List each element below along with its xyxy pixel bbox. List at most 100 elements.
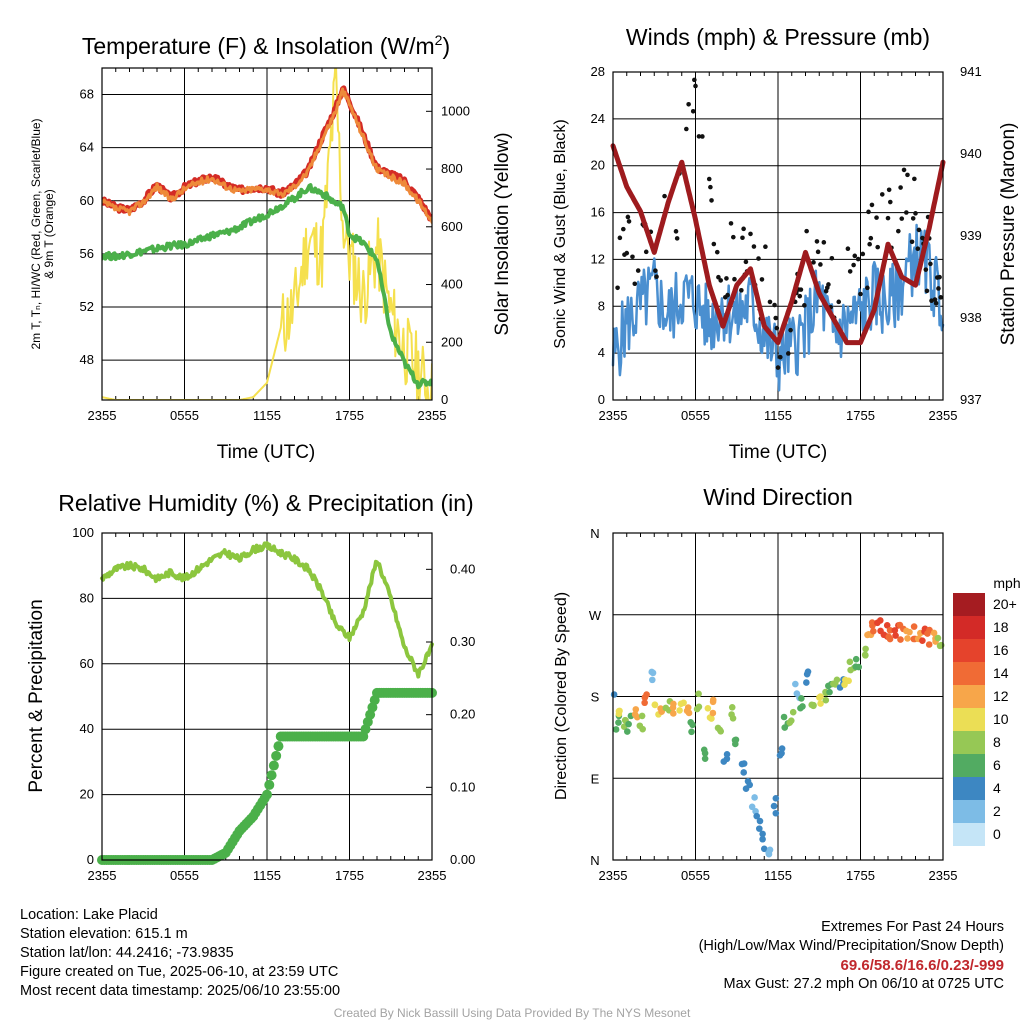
y-tick-label: 20	[591, 158, 605, 173]
gust-point	[909, 239, 915, 245]
extremes-values: 69.6/58.6/16.6/0.23/-999	[840, 957, 1004, 974]
y-tick-label: S	[591, 690, 600, 705]
wind-panel: Winds (mph) & Pressure (mb) 2355 0555 1155…	[552, 24, 1019, 463]
direction-point	[688, 728, 695, 736]
direction-point	[751, 794, 758, 801]
gust-point	[617, 235, 623, 241]
gust-point	[756, 256, 761, 261]
direction-point	[740, 769, 748, 776]
gust-point	[662, 193, 667, 199]
gust-point	[625, 214, 631, 220]
direction-point	[861, 651, 869, 659]
gust-point	[836, 299, 842, 305]
direction-point	[649, 676, 656, 684]
gust-point	[937, 274, 942, 280]
gust-point	[725, 292, 730, 298]
direction-point	[632, 706, 640, 713]
x-tick-label: 0555	[681, 868, 710, 883]
sonic-wind-line	[611, 223, 945, 392]
y-tick-label: 16	[591, 205, 605, 220]
direction-point	[892, 632, 899, 639]
max-gust-text: Max Gust: 27.2 mph On 06/10 at 0725 UTC	[723, 976, 1004, 992]
x-tick-label: 2355	[88, 868, 117, 883]
direction-point	[852, 655, 860, 663]
gust-point	[706, 176, 712, 182]
direction-point	[772, 809, 780, 817]
direction-point	[641, 694, 649, 701]
title-main: Temperature (F) & Insolation (W/m	[82, 33, 435, 59]
x-tick-label: 1155	[253, 868, 281, 883]
direction-point	[826, 688, 833, 696]
gust-point	[867, 241, 872, 247]
gust-point	[615, 285, 620, 291]
y-tick-label: 60	[80, 193, 94, 208]
y-tick-label: N	[590, 526, 599, 541]
gust-point	[814, 239, 820, 244]
y2-tick-label: 1000	[441, 103, 470, 118]
x-tick-label: 0555	[170, 408, 199, 423]
direction-point	[781, 724, 789, 731]
colorbar-label: 20+	[993, 596, 1017, 612]
y-tick-label: 28	[591, 64, 605, 79]
direction-point	[891, 627, 899, 634]
gust-point	[763, 244, 768, 250]
gust-point	[933, 300, 939, 306]
direction-point	[877, 617, 884, 624]
y2-tick-label: 937	[960, 392, 982, 407]
y-tick-label: 24	[591, 111, 605, 126]
humidity-y-axis-label: Percent & Precipitation	[26, 599, 47, 792]
temperature-series-group	[102, 68, 432, 400]
gust-point	[696, 134, 702, 139]
direction-point	[689, 721, 696, 729]
gust-point	[724, 276, 729, 281]
gust-point	[786, 351, 791, 356]
gust-point	[879, 192, 885, 197]
x-tick-label: 2355	[599, 408, 628, 423]
direction-point	[657, 705, 664, 712]
direction-point	[695, 690, 702, 698]
colorbar-swatch	[953, 731, 985, 754]
x-tick-label: 2355	[929, 868, 958, 883]
temperature-panel: Temperature (F) & Insolation (W/m2) 2355…	[29, 32, 513, 463]
gust-point	[905, 172, 910, 178]
y2-tick-label: 938	[960, 310, 982, 325]
direction-point	[759, 835, 766, 843]
gust-point	[630, 254, 635, 260]
gust-point	[772, 302, 777, 308]
colorbar-label: 0	[993, 826, 1001, 842]
colorbar-label: 10	[993, 711, 1009, 727]
direction-point	[615, 707, 623, 715]
gust-point	[875, 244, 880, 250]
y-tick-label: 80	[80, 590, 94, 605]
x-tick-label: 2355	[599, 868, 628, 883]
pressure-axis-label: Station Pressure (Maroon)	[998, 123, 1019, 346]
gust-point	[802, 303, 807, 308]
y2-tick-label: 0.10	[450, 779, 475, 794]
gust-point	[708, 184, 713, 190]
title-end: )	[442, 33, 450, 59]
x-tick-label: 2355	[418, 868, 447, 883]
gust-point	[868, 235, 874, 241]
gust-point	[643, 249, 649, 255]
y-tick-label: 0	[87, 852, 94, 867]
gust-point	[821, 240, 827, 245]
direction-point	[862, 645, 869, 653]
gust-point	[874, 215, 879, 220]
direction-point	[910, 623, 918, 630]
direction-point	[886, 626, 894, 634]
precip-point	[262, 789, 272, 800]
precip-point	[271, 750, 282, 761]
direction-point	[934, 634, 942, 642]
gust-point	[674, 236, 680, 241]
wind-y-axis-label: Sonic Wind & Gust (Blue, Black)	[552, 119, 569, 348]
temperature-chart-title: Temperature (F) & Insolation (W/m2)	[82, 32, 450, 59]
direction-point	[803, 670, 811, 678]
wind-chart-title: Winds (mph) & Pressure (mb)	[626, 24, 930, 50]
humidity-chart-title: Relative Humidity (%) & Precipitation (i…	[58, 490, 473, 516]
pressure-line	[610, 143, 946, 346]
credit-text: Created By Nick Bassill Using Data Provi…	[333, 1006, 691, 1020]
gust-point	[924, 288, 930, 294]
y-tick-label: 40	[80, 721, 94, 736]
gust-point	[904, 210, 909, 215]
